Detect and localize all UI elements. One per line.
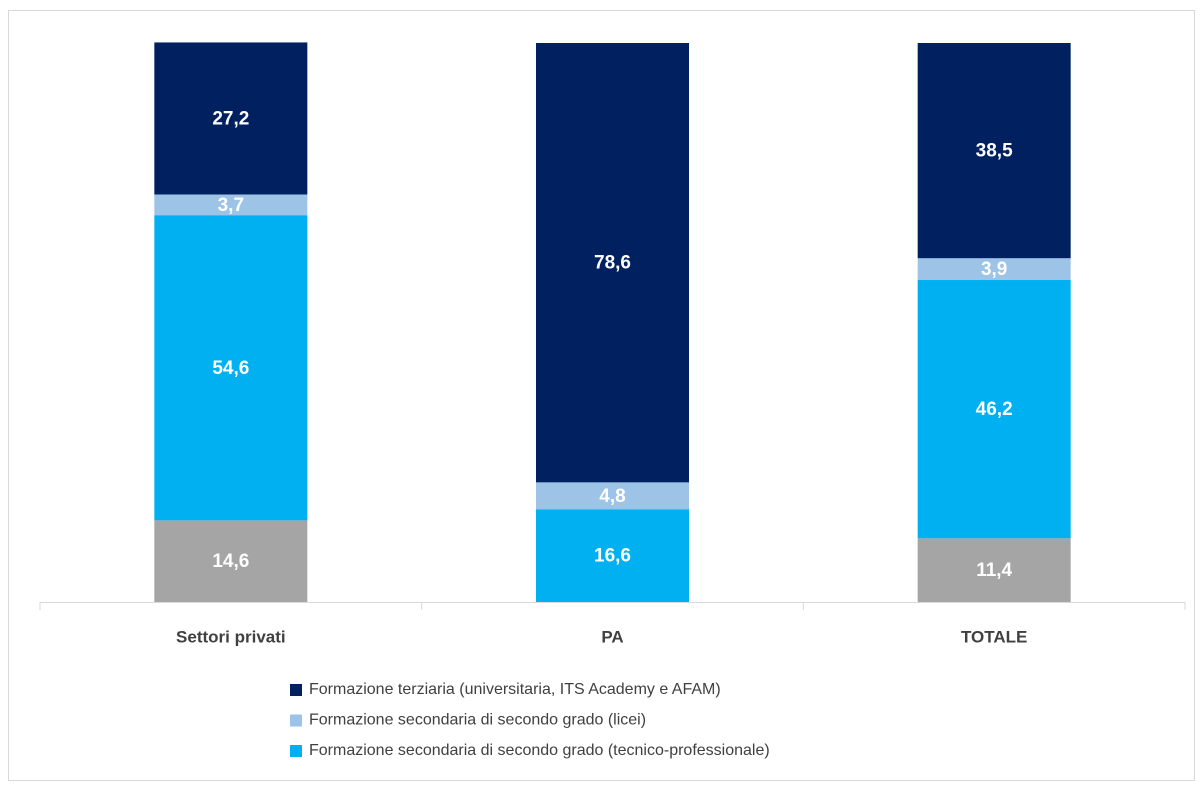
bar-segment (917, 538, 1071, 602)
bar-segment (917, 280, 1071, 539)
bar-segment (154, 194, 308, 216)
x-tick-label: TOTALE (961, 627, 1027, 646)
data-label: 14,6 (212, 551, 249, 572)
data-label: 27,2 (212, 108, 249, 129)
data-label: 4,8 (599, 486, 625, 507)
data-label: 3,9 (981, 259, 1007, 280)
legend-label: Formazione secondaria di secondo grado (… (309, 712, 646, 729)
bar-segment (154, 215, 308, 521)
bar-segment (154, 42, 308, 195)
bar-segment (536, 509, 689, 602)
data-label: 3,7 (218, 195, 244, 216)
legend-swatch (290, 684, 302, 696)
legend-swatch (290, 745, 302, 757)
bar-segment (536, 43, 689, 483)
bar-segment (917, 258, 1071, 281)
legend-label: Formazione secondaria di secondo grado (… (309, 742, 770, 759)
data-label: 54,6 (212, 358, 249, 379)
data-label: 78,6 (594, 253, 631, 274)
bar-segment (154, 520, 308, 602)
data-label: 11,4 (976, 560, 1012, 581)
legend-label: Formazione terziaria (universitaria, ITS… (309, 681, 721, 698)
bar-segment (917, 43, 1071, 259)
x-tick-label: Settori privati (176, 627, 286, 646)
bar-segment (536, 482, 689, 510)
x-tick-label: PA (601, 627, 623, 646)
data-label: 38,5 (976, 141, 1013, 162)
legend-swatch (290, 714, 302, 727)
data-label: 16,6 (594, 546, 631, 567)
data-label: 46,2 (976, 399, 1013, 420)
